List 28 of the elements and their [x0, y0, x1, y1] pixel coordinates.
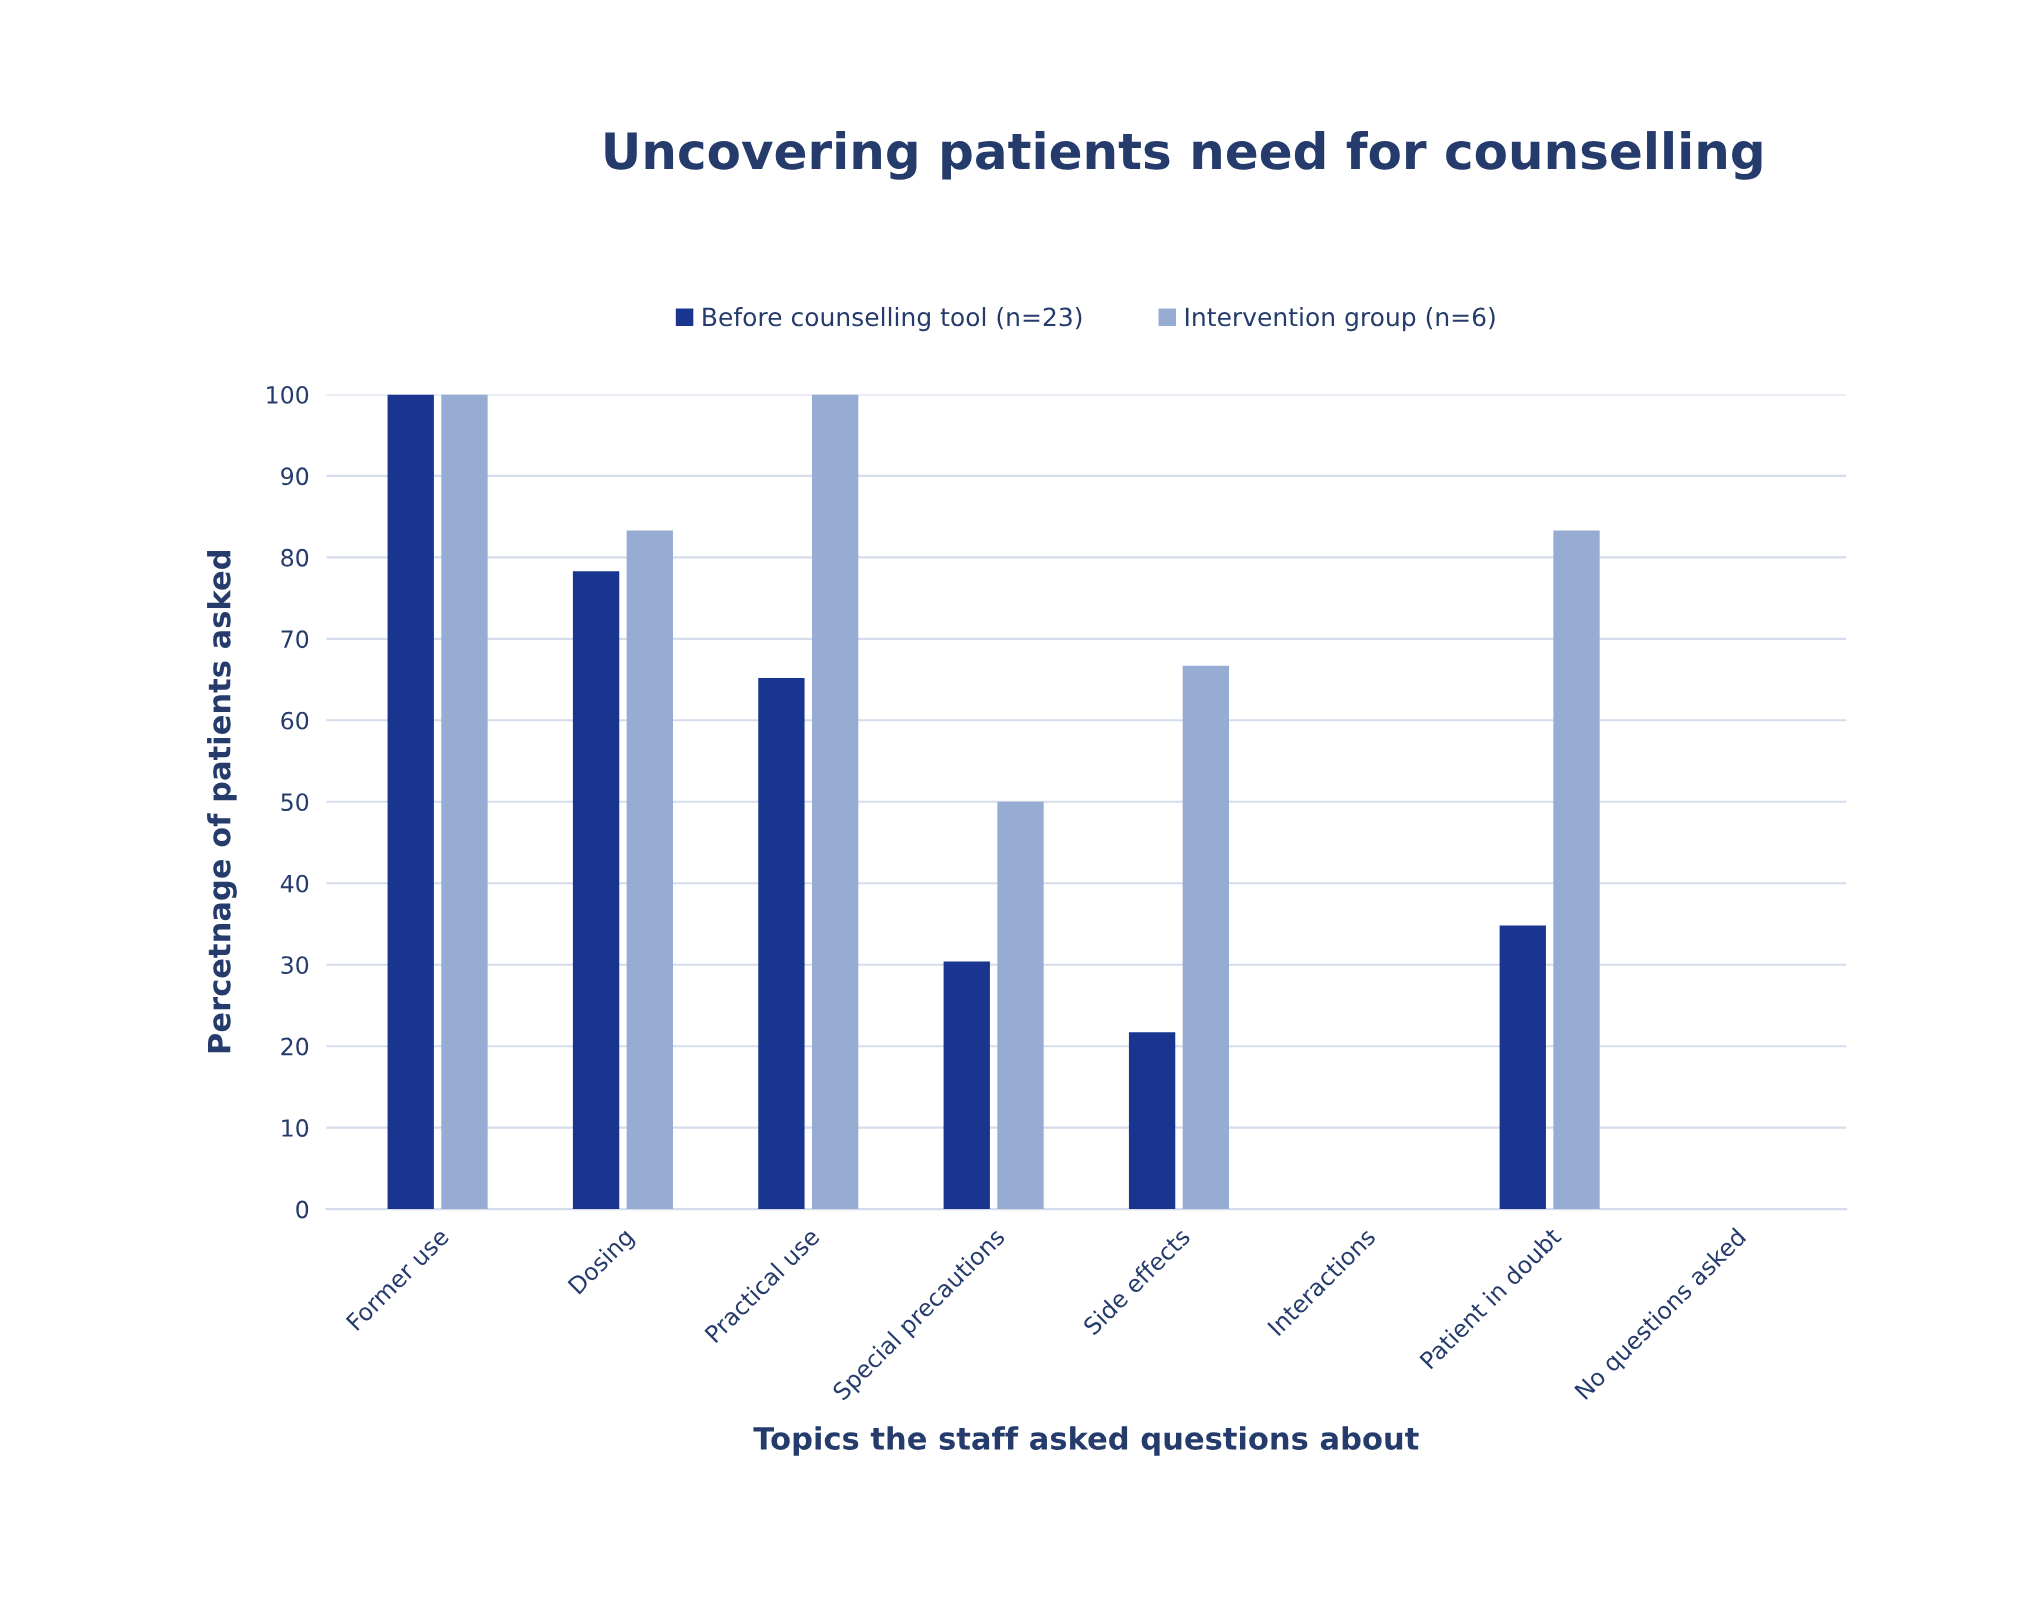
- bar: [1499, 925, 1546, 1210]
- y-axis-title: Percetnage of patients asked: [207, 551, 237, 1053]
- y-tick-label: 70: [281, 630, 309, 649]
- bar: [811, 394, 859, 1210]
- y-tick-label: 90: [281, 467, 309, 486]
- y-tick-label: 100: [267, 385, 309, 404]
- bar: [626, 530, 673, 1210]
- y-tick-label: 80: [281, 548, 309, 567]
- bar: [1128, 1032, 1176, 1210]
- y-tick-label: 30: [281, 956, 309, 975]
- bar: [572, 571, 620, 1210]
- legend-label: Intervention group (n=6): [1185, 307, 1495, 332]
- bar: [997, 801, 1044, 1210]
- bar: [943, 961, 990, 1210]
- y-tick-label: 10: [282, 1119, 309, 1137]
- y-tick-label: 20: [281, 1037, 309, 1056]
- bar: [441, 394, 488, 1210]
- bar: [1553, 530, 1600, 1210]
- chart-title: Uncovering patients need for counselling: [605, 131, 1762, 180]
- y-tick-label: 50: [281, 793, 309, 812]
- y-tick-label: 40: [280, 874, 309, 893]
- x-axis-title: Topics the staff asked questions about: [753, 1426, 1419, 1456]
- y-tick-label: 60: [281, 711, 309, 730]
- legend-label: Before counselling tool (n=23): [703, 307, 1082, 332]
- bar: [758, 677, 805, 1210]
- y-tick-label: 0: [296, 1200, 309, 1219]
- bar: [387, 394, 434, 1210]
- bar: [1182, 665, 1230, 1210]
